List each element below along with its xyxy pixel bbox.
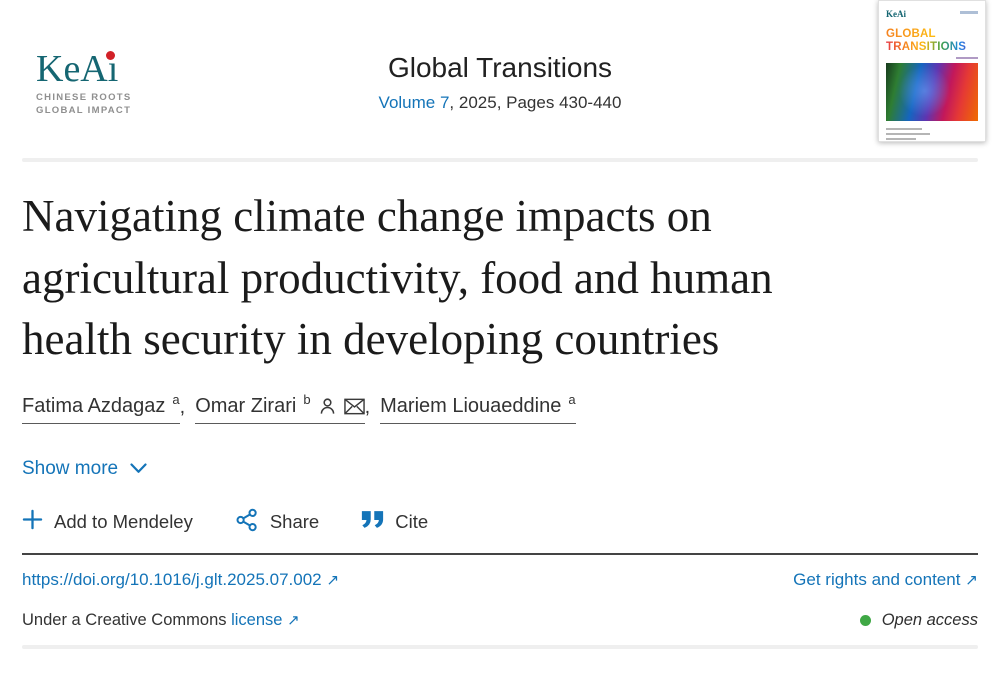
cover-footer-line xyxy=(886,128,922,131)
keai-tagline: CHINESE ROOTS GLOBAL IMPACT xyxy=(36,92,132,116)
chevron-down-icon xyxy=(130,458,147,480)
cover-footer-line xyxy=(886,133,930,136)
keai-publisher-logo[interactable]: KeAı CHINESE ROOTS GLOBAL IMPACT xyxy=(36,50,132,118)
cover-footer-text xyxy=(886,128,978,141)
keai-wordmark: KeAı xyxy=(36,48,119,90)
author-link[interactable]: Fatima Azdagaz a xyxy=(22,391,180,424)
author-affiliation-sup: a xyxy=(172,391,180,407)
cover-title-line2: TRANSITIONS xyxy=(886,41,978,54)
author-link[interactable]: Omar Zirari b xyxy=(195,391,365,424)
cover-footer-line xyxy=(886,138,916,141)
cite-label: Cite xyxy=(395,511,429,533)
license-prefix: Under a Creative Commons xyxy=(22,610,227,629)
bottom-divider xyxy=(22,644,978,649)
license-statement: Under a Creative Commons license ↗ xyxy=(22,611,300,630)
journal-title[interactable]: Global Transitions xyxy=(387,52,613,83)
article-title: Navigating climate change impacts on agr… xyxy=(22,191,773,365)
add-to-mendeley-button[interactable]: Add to Mendeley xyxy=(22,509,193,535)
doi-rights-row: https://doi.org/10.1016/j.glt.2025.07.00… xyxy=(22,570,978,590)
author-name: Fatima Azdagaz xyxy=(22,394,166,417)
keai-red-dot-icon xyxy=(106,51,116,60)
share-label: Share xyxy=(269,511,320,533)
open-access-badge: Open access xyxy=(859,610,978,630)
open-access-dot-icon xyxy=(859,614,871,626)
author-name: Omar Zirari xyxy=(195,394,297,417)
external-link-icon: ↗ xyxy=(287,612,300,629)
show-more-label: Show more xyxy=(22,457,119,479)
author-link[interactable]: Mariem Liouaeddine a xyxy=(380,391,576,424)
doi-link[interactable]: https://doi.org/10.1016/j.glt.2025.07.00… xyxy=(22,569,340,589)
share-icon xyxy=(235,508,259,537)
cover-keai-logo: KeAi xyxy=(886,9,906,19)
header-divider xyxy=(22,158,978,162)
citation-suffix: , 2025, Pages 430-440 xyxy=(449,93,622,112)
get-rights-link[interactable]: Get rights and content ↗ xyxy=(793,569,978,589)
cover-title-line1: GLOBAL xyxy=(886,28,978,41)
email-envelope-icon xyxy=(343,398,365,415)
cover-issue-placeholder xyxy=(956,57,978,60)
journal-info: Global Transitions Volume 7, 2025, Pages… xyxy=(379,52,622,113)
action-toolbar: Add to Mendeley Share Cit xyxy=(22,508,978,537)
license-link[interactable]: license ↗ xyxy=(231,610,300,629)
author-separator: , xyxy=(364,395,371,418)
license-row: Under a Creative Commons license ↗ Open … xyxy=(22,611,978,630)
open-access-label: Open access xyxy=(881,610,978,629)
cover-issn-placeholder xyxy=(960,11,978,14)
cover-header: KeAi xyxy=(886,9,978,19)
metadata-divider xyxy=(22,552,978,555)
share-button[interactable]: Share xyxy=(235,508,319,537)
cover-artwork xyxy=(886,63,978,122)
author-affiliation-sup: a xyxy=(568,391,576,407)
author-list: Fatima Azdagaz a , Omar Zirari b , xyxy=(22,391,978,424)
author-separator: , xyxy=(179,395,186,418)
volume-link[interactable]: Volume 7 xyxy=(378,93,450,112)
cite-quote-icon xyxy=(361,510,384,534)
journal-cover-thumbnail[interactable]: KeAi GLOBAL TRANSITIONS xyxy=(878,0,986,142)
external-link-icon: ↗ xyxy=(326,571,340,589)
journal-header: KeAı CHINESE ROOTS GLOBAL IMPACT Global … xyxy=(22,0,986,158)
journal-citation: Volume 7, 2025, Pages 430-440 xyxy=(379,93,622,113)
author-affiliation-sup: b xyxy=(303,391,311,407)
author-name: Mariem Liouaeddine xyxy=(380,394,562,417)
plus-icon xyxy=(22,509,43,535)
add-to-mendeley-label: Add to Mendeley xyxy=(54,511,193,533)
corresponding-author-icon xyxy=(318,397,337,416)
show-more-button[interactable]: Show more xyxy=(22,458,147,480)
cite-button[interactable]: Cite xyxy=(361,510,428,534)
external-link-icon: ↗ xyxy=(965,571,978,589)
